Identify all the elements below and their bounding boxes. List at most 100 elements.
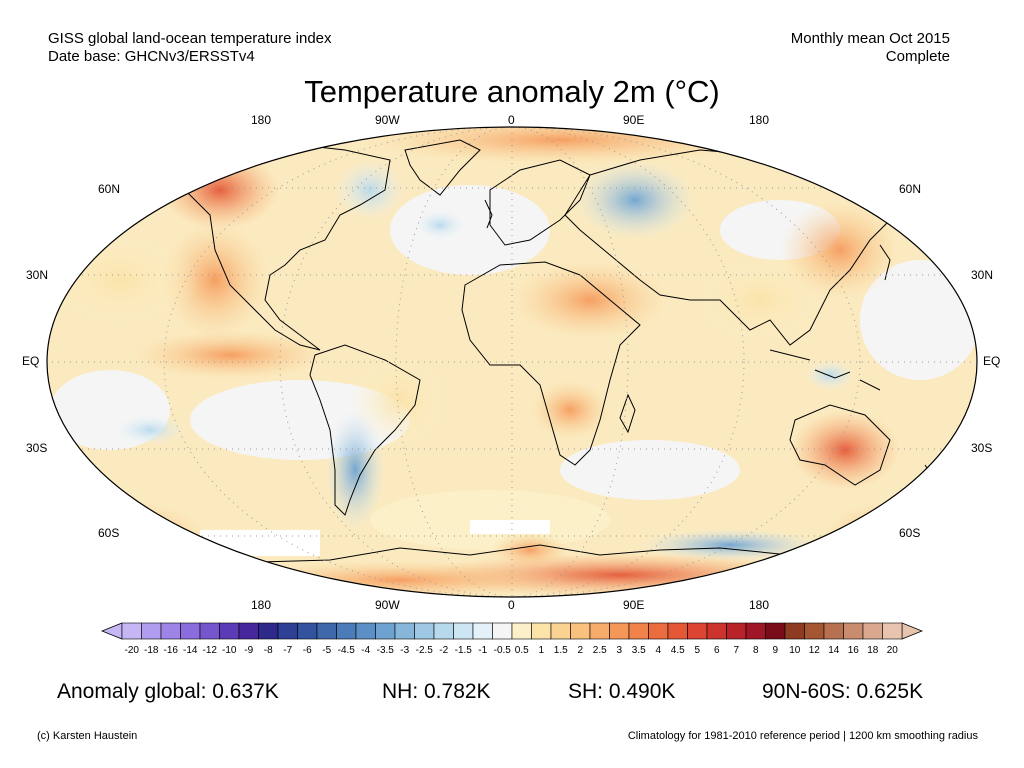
colorbar-swatch: [238, 622, 259, 640]
coast-australia: [789, 404, 891, 486]
lat-label-right-30n: 30N: [971, 268, 994, 282]
colorbar-tick-label: 10: [789, 645, 801, 656]
colorbar-tick-label: 12: [809, 645, 821, 656]
colorbar-tick-label: 18: [867, 645, 879, 656]
colorbar-swatch: [297, 622, 318, 640]
colorbar-swatch: [882, 622, 903, 640]
colorbar-swatch: [394, 622, 415, 640]
lat-label-left-30s: 30S: [26, 441, 48, 455]
header-status: Complete: [885, 48, 950, 65]
coast-japan: [879, 244, 891, 281]
coast-indonesia: [769, 349, 881, 391]
colorbar-swatch: [862, 622, 883, 640]
colorbar-swatch: [765, 622, 786, 640]
colorbar-tick-label: -6: [303, 645, 312, 656]
header-dataset-title: GISS global land-ocean temperature index: [48, 30, 332, 47]
colorbar-tick-label: -18: [144, 645, 159, 656]
stat-sh-anomaly: SH: 0.490K: [568, 680, 676, 703]
lon-label-bottom-180w: 180: [251, 598, 272, 612]
header-database: Date base: GHCNv3/ERSSTv4: [48, 48, 255, 65]
colorbar-swatch: [355, 622, 376, 640]
colorbar-swatch: [531, 622, 552, 640]
colorbar-swatch: [687, 622, 708, 640]
colorbar-swatch: [784, 622, 805, 640]
lat-label-left-eq: EQ: [22, 354, 40, 368]
colorbar-swatch: [550, 622, 571, 640]
lon-label-bottom-90e: 90E: [623, 598, 645, 612]
colorbar-tick-label: 7: [733, 645, 739, 656]
coast-north-america: [169, 144, 391, 351]
lat-label-left-60n: 60N: [98, 182, 121, 196]
colorbar-swatch: [745, 622, 766, 640]
colorbar-swatch: [219, 622, 240, 640]
globe-outline: [46, 126, 978, 598]
colorbar-tick-label: -4.5: [338, 645, 356, 656]
colorbar-swatch: [160, 622, 181, 640]
colorbar-tick-label: -7: [283, 645, 292, 656]
colorbar-tick-label: 5: [694, 645, 700, 656]
colorbar-tick-label: -8: [264, 645, 273, 656]
colorbar-swatch: [706, 622, 727, 640]
colorbar-swatch: [199, 622, 220, 640]
lon-label-top-90e: 90E: [623, 113, 645, 127]
stat-nh-anomaly: NH: 0.782K: [382, 680, 491, 703]
map-title: Temperature anomaly 2m (°C): [304, 74, 720, 109]
coast-south-america: [309, 344, 421, 516]
colorbar-tick-label: -5: [322, 645, 331, 656]
colorbar-swatch: [823, 622, 844, 640]
colorbar-tick-label: 0.5: [515, 645, 529, 656]
lon-label-top-180w: 180: [251, 113, 272, 127]
colorbar-tick-label: -3.5: [377, 645, 395, 656]
colorbar-tick-label: -9: [244, 645, 253, 656]
colorbar-tick-label: -12: [203, 645, 218, 656]
footer-credit: (c) Karsten Haustein: [37, 730, 138, 742]
colorbar-swatch: [726, 622, 747, 640]
colorbar-tick-label: 3: [616, 645, 622, 656]
colorbar-swatch: [277, 622, 298, 640]
colorbar-tick-label: 16: [848, 645, 860, 656]
lat-label-right-60s: 60S: [899, 526, 921, 540]
colorbar-swatch: [141, 622, 162, 640]
colorbar-swatch: [472, 622, 493, 640]
lon-label-top-90w: 90W: [375, 113, 400, 127]
colorbar-tick-label: -10: [222, 645, 237, 656]
coast-new-zealand: [924, 464, 936, 496]
colorbar-swatch: [570, 622, 591, 640]
colorbar-tick-label: 2: [577, 645, 583, 656]
footer-climatology-note: Climatology for 1981-2010 reference peri…: [627, 730, 978, 742]
colorbar-tick-label: 6: [714, 645, 720, 656]
colorbar-tick-label: 3.5: [632, 645, 646, 656]
colorbar-tick-label: 1.5: [554, 645, 568, 656]
lat-label-right-eq: EQ: [983, 354, 1001, 368]
coast-madagascar: [619, 393, 636, 434]
colorbar-swatch: [258, 622, 279, 640]
colorbar-tick-label: -2.5: [416, 645, 434, 656]
lat-label-right-30s: 30S: [971, 441, 993, 455]
colorbar-tick-label: -16: [164, 645, 179, 656]
colorbar-tick-label: 1: [538, 645, 544, 656]
colorbar-swatch: [180, 622, 201, 640]
header-period: Monthly mean Oct 2015: [790, 30, 950, 47]
lon-label-top-0: 0: [508, 113, 515, 127]
colorbar-swatch: [121, 622, 142, 640]
colorbar-tick-label: 20: [887, 645, 899, 656]
colorbar-swatch: [316, 622, 337, 640]
colorbar-tick-label: 4.5: [671, 645, 685, 656]
colorbar-swatch: [375, 622, 396, 640]
colorbar: -20 -18 -16 -14 -12 -10 -9 -8 -7 -6 -5 -4.5 -4 -3.5 -3…: [100, 622, 924, 656]
colorbar-tick-label: -0.5: [494, 645, 512, 656]
colorbar-swatch: [609, 622, 630, 640]
graticule: [47, 127, 977, 597]
colorbar-tick-label: -4: [361, 645, 370, 656]
colorbar-swatch: [433, 622, 454, 640]
colorbar-swatch: [511, 622, 532, 640]
colorbar-tick-label: -14: [183, 645, 198, 656]
colorbar-swatch: [492, 622, 513, 640]
colorbar-swatch: [667, 622, 688, 640]
coast-europe: [489, 159, 591, 246]
colorbar-swatch: [414, 622, 435, 640]
colorbar-tick-label: 8: [753, 645, 759, 656]
colorbar-swatch: [843, 622, 864, 640]
colorbar-tick-label: 9: [772, 645, 778, 656]
